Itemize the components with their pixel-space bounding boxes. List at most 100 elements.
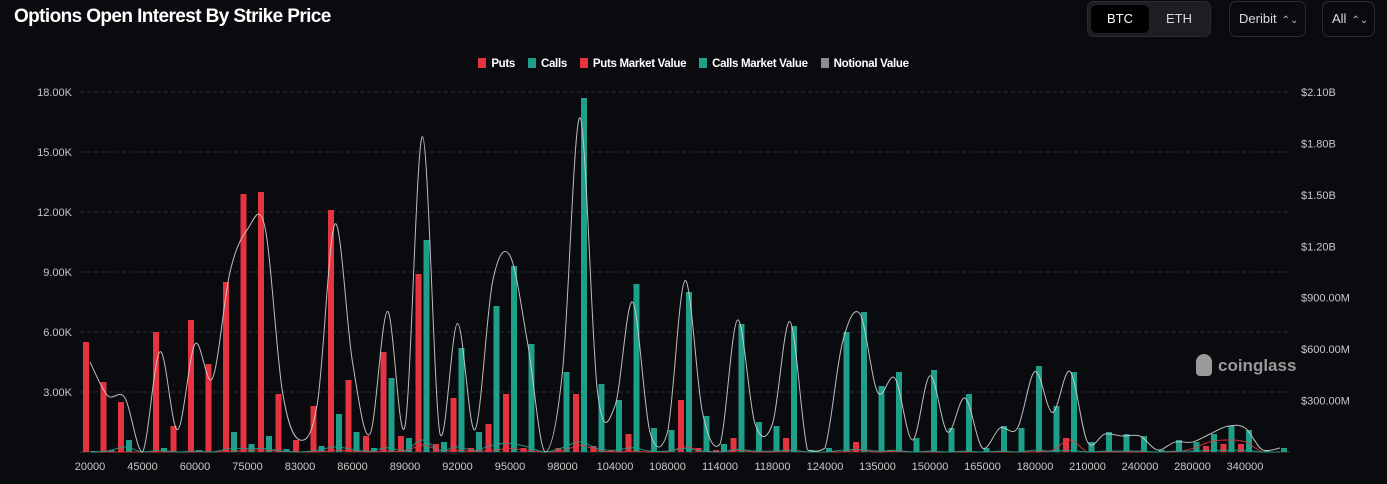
calls-bar [1088, 442, 1095, 452]
calls-bar [791, 326, 797, 452]
chart-legend: Puts Calls Puts Market Value Calls Marke… [0, 58, 1387, 70]
calls-bar [703, 416, 710, 452]
puts-bar [573, 394, 579, 452]
calls-bar [511, 266, 517, 452]
calls-bar [161, 448, 167, 452]
legend-label: Notional Value [833, 58, 909, 70]
calls-bar [738, 324, 745, 452]
legend-swatch [478, 58, 487, 68]
right-axis-tick-label: $1.20B [1301, 241, 1336, 253]
x-axis-tick-label: 75000 [232, 461, 263, 473]
puts-bar [503, 394, 509, 452]
calls-bar [476, 432, 482, 452]
legend-label: Puts [491, 58, 516, 70]
watermark-text: coinglass [1218, 356, 1297, 375]
calls-bar [248, 444, 255, 452]
puts-bar [608, 450, 614, 452]
puts-bar [450, 398, 457, 452]
puts-bar [328, 210, 334, 452]
left-axis-tick-label: 15.00K [37, 147, 73, 159]
coin-btc-button[interactable]: BTC [1091, 5, 1149, 33]
calls-bar [1001, 426, 1007, 452]
legend-item-calls[interactable]: Calls [527, 58, 567, 70]
x-axis-tick-label: 108000 [649, 461, 686, 473]
calls-bar [1036, 366, 1042, 452]
calls-bar [266, 436, 272, 452]
puts-bar [1220, 444, 1227, 452]
calls-bar [423, 240, 430, 452]
puts-bar [783, 438, 789, 452]
calls-bar [896, 372, 902, 452]
calls-bar [721, 444, 727, 452]
puts-bar [625, 434, 632, 452]
puts-bar [275, 394, 282, 452]
calls-bar [686, 292, 692, 452]
puts-bar [258, 192, 264, 452]
calls-bar [668, 430, 675, 452]
calls-bar [773, 426, 780, 452]
coin-eth-button[interactable]: ETH [1166, 11, 1192, 26]
legend-item-puts-market-value[interactable]: Puts Market Value [579, 58, 687, 70]
x-axis-tick-label: 340000 [1227, 461, 1264, 473]
expiry-value: All [1332, 11, 1347, 26]
x-axis-tick-label: 60000 [180, 461, 211, 473]
x-axis-tick-label: 124000 [807, 461, 844, 473]
left-axis-tick-label: 9.00K [43, 267, 72, 279]
page-title: Options Open Interest By Strike Price [14, 6, 331, 27]
expiry-select[interactable]: All ⌃⌄ [1322, 1, 1375, 37]
calls-bar [406, 438, 412, 452]
calls-bar [1263, 450, 1270, 452]
calls-bar [108, 450, 115, 452]
puts-bar [205, 364, 212, 452]
puts-bar [83, 342, 89, 452]
x-axis-tick-label: 135000 [859, 461, 896, 473]
calls-bar [563, 372, 570, 452]
right-axis-tick-label: $1.80B [1301, 138, 1336, 150]
calls-bar [948, 428, 955, 452]
calls-bar [1141, 436, 1147, 452]
exchange-select[interactable]: Deribit ⌃⌄ [1229, 1, 1306, 37]
calls-bar [651, 428, 657, 452]
legend-label: Puts Market Value [592, 58, 687, 70]
puts-bar [293, 440, 299, 452]
calls-bar [493, 306, 500, 452]
calls-bar [1123, 434, 1130, 452]
x-axis-tick-label: 104000 [597, 461, 634, 473]
puts-bar [415, 274, 422, 452]
x-axis-tick-label: 180000 [1017, 461, 1054, 473]
calls-bar [931, 370, 937, 452]
calls-bar [1228, 426, 1235, 452]
calls-bar [581, 98, 587, 452]
left-axis-tick-label: 3.00K [43, 387, 72, 399]
coinglass-watermark: coinglass [1196, 354, 1296, 376]
x-axis-tick-label: 20000 [75, 461, 106, 473]
x-axis-tick-label: 165000 [964, 461, 1001, 473]
calls-bar [1106, 432, 1112, 452]
coinglass-logo-icon [1196, 354, 1212, 376]
calls-bar [231, 432, 237, 452]
calls-bar [371, 448, 377, 452]
legend-item-calls-market-value[interactable]: Calls Market Value [699, 58, 808, 70]
x-axis-tick-label: 98000 [547, 461, 578, 473]
puts-bar [223, 282, 229, 452]
x-axis-tick-label: 118000 [755, 461, 791, 473]
calls-bar [983, 448, 990, 452]
calls-bar [1071, 372, 1077, 452]
puts-bar [170, 426, 177, 452]
puts-bar [310, 406, 317, 452]
chevron-updown-icon: ⌃⌄ [1281, 15, 1299, 26]
x-axis-tick-label: 92000 [442, 461, 473, 473]
legend-item-puts[interactable]: Puts [478, 58, 515, 70]
calls-bar [966, 394, 972, 452]
puts-bar [380, 352, 387, 452]
right-axis-tick-label: $2.10B [1301, 87, 1336, 99]
calls-bar [878, 386, 885, 452]
puts-bar [363, 436, 369, 452]
puts-bar [678, 400, 684, 452]
calls-bar [1176, 440, 1182, 452]
puts-bar [153, 332, 159, 452]
calls-bar [913, 438, 920, 452]
legend-item-notional-value[interactable]: Notional Value [820, 58, 909, 70]
legend-swatch [699, 58, 708, 68]
x-axis-tick-label: 280000 [1174, 461, 1211, 473]
